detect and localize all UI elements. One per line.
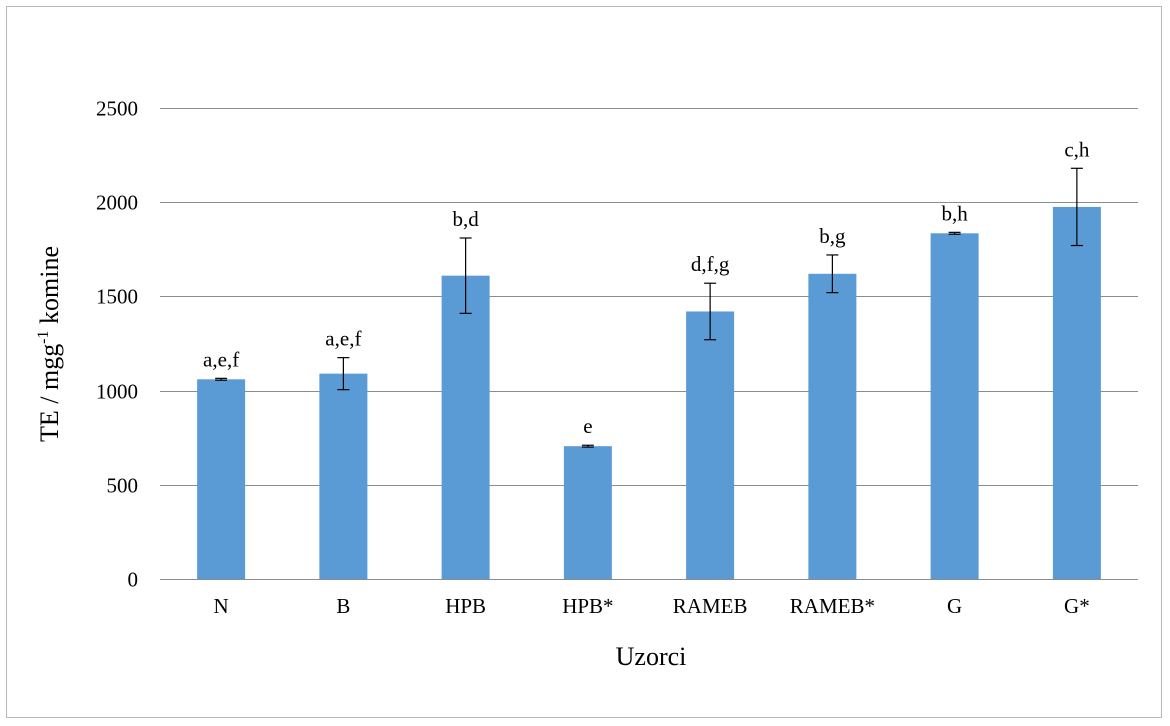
error-bar	[581, 444, 594, 448]
y-axis-title-superscript: -1	[35, 330, 52, 343]
data-label: b,d	[453, 207, 480, 231]
bars	[197, 206, 1101, 579]
x-tick-label: HPB	[445, 594, 486, 618]
y-axis-title-unit: komine	[35, 246, 64, 331]
data-label: a,e,f	[325, 327, 361, 351]
bar	[808, 273, 857, 579]
x-tick-labels: N B HPB HPB* RAMEB RAMEB* G G*	[214, 594, 1090, 618]
y-tick-labels: 0 500 1000 1500 2000 2500	[96, 97, 138, 592]
y-tick-label: 500	[107, 474, 139, 498]
error-bar	[215, 377, 228, 381]
y-axis-title: TE / mgg-1 komine	[35, 246, 64, 442]
error-bar	[459, 237, 472, 314]
bar	[686, 311, 735, 579]
data-label: c,h	[1064, 137, 1090, 161]
bar	[563, 446, 612, 579]
bar	[319, 373, 368, 579]
error-bar	[948, 231, 961, 235]
x-tick-label: N	[214, 594, 229, 618]
error-bar	[1070, 167, 1083, 247]
x-tick-label: RAMEB*	[790, 594, 875, 618]
bar	[1052, 206, 1101, 579]
bar	[197, 379, 246, 579]
error-bars	[215, 167, 1083, 448]
x-tick-label: HPB*	[562, 594, 613, 618]
x-tick-label: RAMEB	[673, 594, 748, 618]
data-labels: a,e,f a,e,f b,d e d,f,g b,g b,h c,h	[203, 137, 1090, 438]
x-tick-label: G	[947, 594, 962, 618]
data-label: b,h	[942, 201, 969, 225]
y-tick-label: 1500	[96, 285, 138, 309]
data-label: b,g	[819, 224, 846, 248]
y-tick-label: 2500	[96, 97, 138, 121]
error-bar	[337, 357, 350, 391]
y-tick-label: 1000	[96, 380, 138, 404]
data-label: e	[583, 414, 592, 438]
data-label: d,f,g	[691, 252, 730, 276]
x-tick-label: B	[336, 594, 350, 618]
gridlines	[160, 108, 1138, 580]
data-label: a,e,f	[203, 347, 239, 371]
bar	[441, 275, 490, 579]
error-bar	[704, 282, 717, 341]
bar	[930, 233, 979, 579]
x-tick-label: G*	[1064, 594, 1090, 618]
y-tick-label: 2000	[96, 191, 138, 215]
x-axis-title: Uzorci	[616, 642, 687, 671]
y-axis-title-main: TE / mgg	[35, 344, 64, 442]
error-bar	[826, 254, 839, 294]
y-tick-label: 0	[128, 568, 139, 592]
